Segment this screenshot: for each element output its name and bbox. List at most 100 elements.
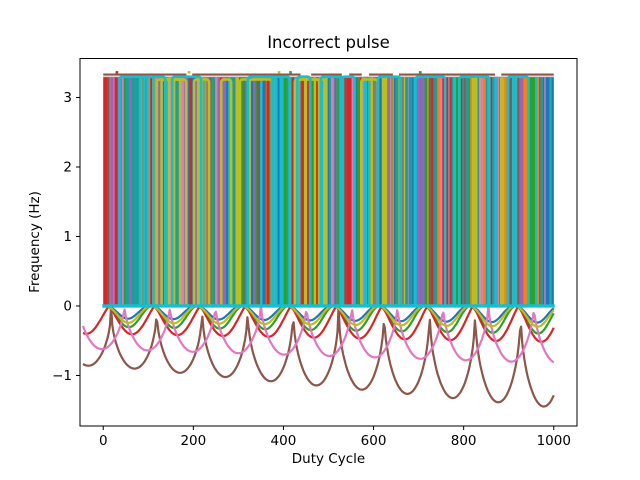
pulse-stripe (262, 77, 267, 306)
pulse-stripe (291, 77, 295, 306)
pulse-stripe (532, 77, 537, 306)
pulse-stripe (405, 77, 408, 306)
pulse-stripe (363, 77, 368, 306)
pulse-stripe (110, 77, 114, 306)
pulse-stripe (540, 77, 543, 306)
pulse-stripe (354, 77, 358, 306)
pulse-stripe (348, 77, 352, 306)
pulse-stripe (411, 77, 415, 306)
pulse-stripe (420, 77, 423, 306)
pulse-outline (246, 75, 278, 306)
y-tick-label: 1 (63, 229, 72, 245)
pulse-stripe (545, 77, 550, 306)
pulse-stripe (514, 77, 517, 306)
pulse-stripe (128, 77, 132, 306)
pulse-stripe (195, 77, 198, 306)
pulse-stripe (235, 77, 240, 306)
pulse-stripe (470, 77, 473, 306)
pulse-stripe (380, 77, 383, 306)
pulse-stripe (483, 77, 487, 306)
pulse-stripe (286, 77, 290, 306)
pulse-stripe (485, 77, 488, 306)
pulse-stripe (260, 77, 263, 306)
pulse-stripe (157, 77, 161, 306)
pulse-stripe (244, 77, 249, 306)
pulse-stripe (233, 77, 236, 306)
pulse-stripe (211, 77, 215, 306)
pulse-outline (118, 75, 149, 306)
pulse-stripe (417, 77, 421, 306)
pulse-stripe (249, 77, 254, 306)
pulse-stripe (299, 77, 303, 306)
dip-curve-series-pink (81, 304, 555, 364)
pulse-stripe (150, 77, 153, 306)
pulse-outline (458, 75, 491, 306)
pulse-stripe (535, 77, 538, 306)
pulse-outline (219, 78, 233, 306)
pulse-stripe (283, 77, 288, 306)
pulse-stripe (252, 77, 257, 306)
pulse-stripe (433, 77, 438, 306)
pulse-stripe (346, 77, 351, 306)
pulse-stripe (373, 77, 377, 306)
pulse-stripe (465, 77, 470, 306)
pulse-stripe (217, 77, 221, 306)
pulse-stripe (332, 77, 335, 306)
pulse-stripe (106, 77, 110, 306)
pulse-stripe (450, 77, 452, 306)
pulse-stripe (196, 77, 202, 306)
plot-content (81, 71, 555, 408)
pulse-stripe (383, 77, 388, 306)
pulse-stripe (312, 77, 316, 306)
pulse-stripe (228, 77, 231, 306)
pulse-stripe (125, 77, 130, 306)
pulse-stripe (367, 77, 371, 306)
pulse-stripe (206, 77, 209, 306)
y-tick-label: 0 (63, 299, 72, 315)
y-tick-label: 3 (63, 90, 72, 106)
pulse-stripe (400, 77, 404, 306)
pulse-stripe (436, 77, 441, 306)
pulse-stripe (494, 77, 498, 306)
pulse-stripe (164, 77, 169, 306)
pulse-stripe (224, 77, 227, 306)
pulse-stripe (304, 77, 308, 306)
pulse-stripe (331, 77, 334, 306)
pulse-outline (376, 75, 402, 306)
pulse-speck (115, 71, 119, 74)
pulse-stripe (480, 77, 483, 306)
chart-title: Incorrect pulse (267, 33, 390, 52)
pulse-stripe (386, 77, 391, 306)
pulse-stripe (201, 77, 205, 306)
pulse-stripe (307, 77, 311, 306)
pulse-speck (187, 71, 191, 74)
pulse-stripe (189, 77, 193, 306)
pulse-stripe (222, 77, 227, 306)
pulse-stripe (351, 77, 355, 306)
pulse-stripe (356, 77, 360, 306)
pulse-stripe (490, 77, 493, 306)
dip-curve-series-brown (82, 304, 555, 408)
x-tick-label: 600 (361, 433, 387, 449)
pulse-outline (319, 75, 345, 306)
pulse-stripe (135, 77, 139, 306)
pulse-stripe (255, 77, 258, 306)
pulse-stripe (175, 77, 180, 306)
pulse-stripe (448, 77, 452, 306)
pulse-stripe (123, 77, 127, 306)
x-tick-label: 400 (271, 433, 297, 449)
pulse-stripe (374, 77, 379, 306)
pulse-stripe (464, 77, 467, 306)
pulse-stripe (311, 77, 314, 306)
axes-spines (79, 58, 578, 427)
pulse-stripe (523, 77, 527, 306)
pulse-outline (170, 75, 203, 306)
pulse-stripe (266, 77, 270, 306)
pulse-stripe (392, 77, 394, 306)
pulse-stripe (316, 77, 319, 306)
pulse-speck (418, 71, 422, 74)
pulse-stripe (519, 77, 524, 306)
pulse-stripe (473, 77, 478, 306)
pulse-speck (289, 71, 292, 74)
